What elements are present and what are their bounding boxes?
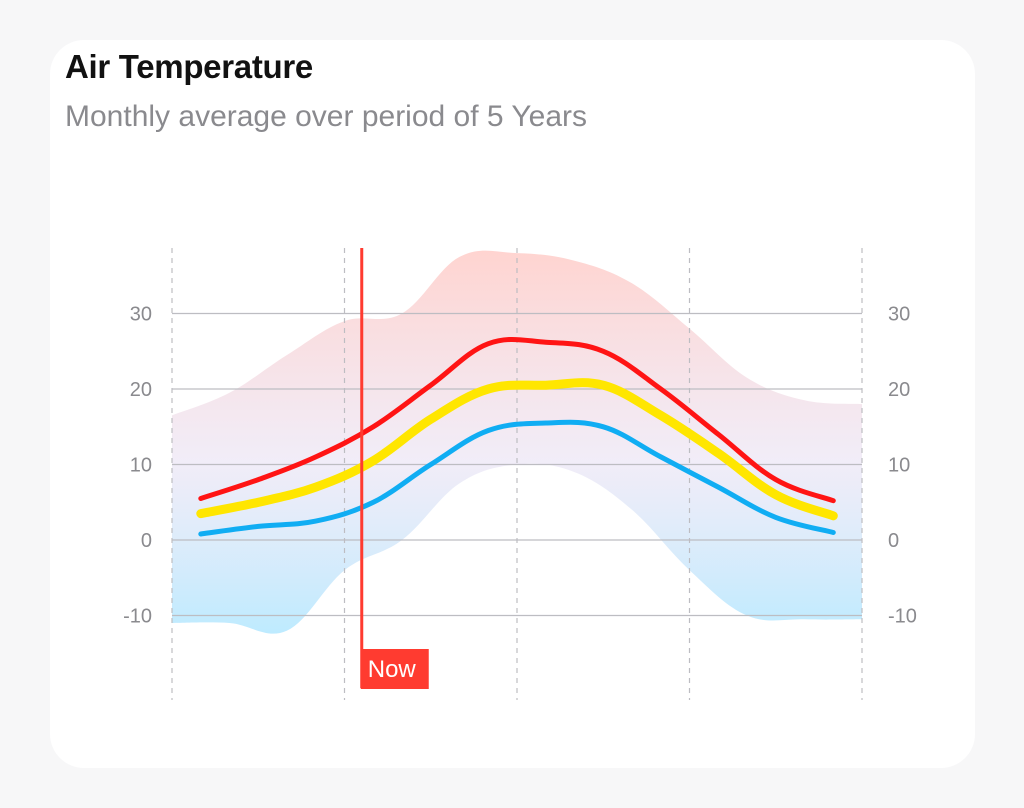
y-tick-label-left: 20	[130, 379, 152, 401]
y-tick-label-left: 0	[141, 530, 152, 552]
y-tick-label-right: 30	[888, 304, 910, 326]
series-line-max	[198, 336, 836, 504]
chart-subtitle: Monthly average over period of 5 Years	[65, 100, 587, 133]
y-tick-label-left: -10	[123, 606, 152, 628]
horizontal-gridlines	[172, 312, 862, 617]
now-marker: Now	[360, 248, 429, 689]
y-tick-label-right: -10	[888, 606, 917, 628]
temperature-series	[196, 336, 838, 537]
chart-title: Air Temperature	[65, 48, 313, 85]
series-line-avg	[196, 378, 838, 521]
series-line-min	[198, 419, 836, 537]
y-axis-tick-labels: 30 30 20 20 10 10 0 0 -10 -10	[123, 304, 917, 628]
now-label-box	[360, 649, 429, 689]
y-tick-label-left: 10	[130, 455, 152, 477]
y-tick-label-right: 10	[888, 455, 910, 477]
y-tick-label-right: 20	[888, 379, 910, 401]
y-tick-label-left: 30	[130, 304, 152, 326]
y-tick-label-right: 0	[888, 530, 899, 552]
now-label: Now	[368, 656, 417, 683]
